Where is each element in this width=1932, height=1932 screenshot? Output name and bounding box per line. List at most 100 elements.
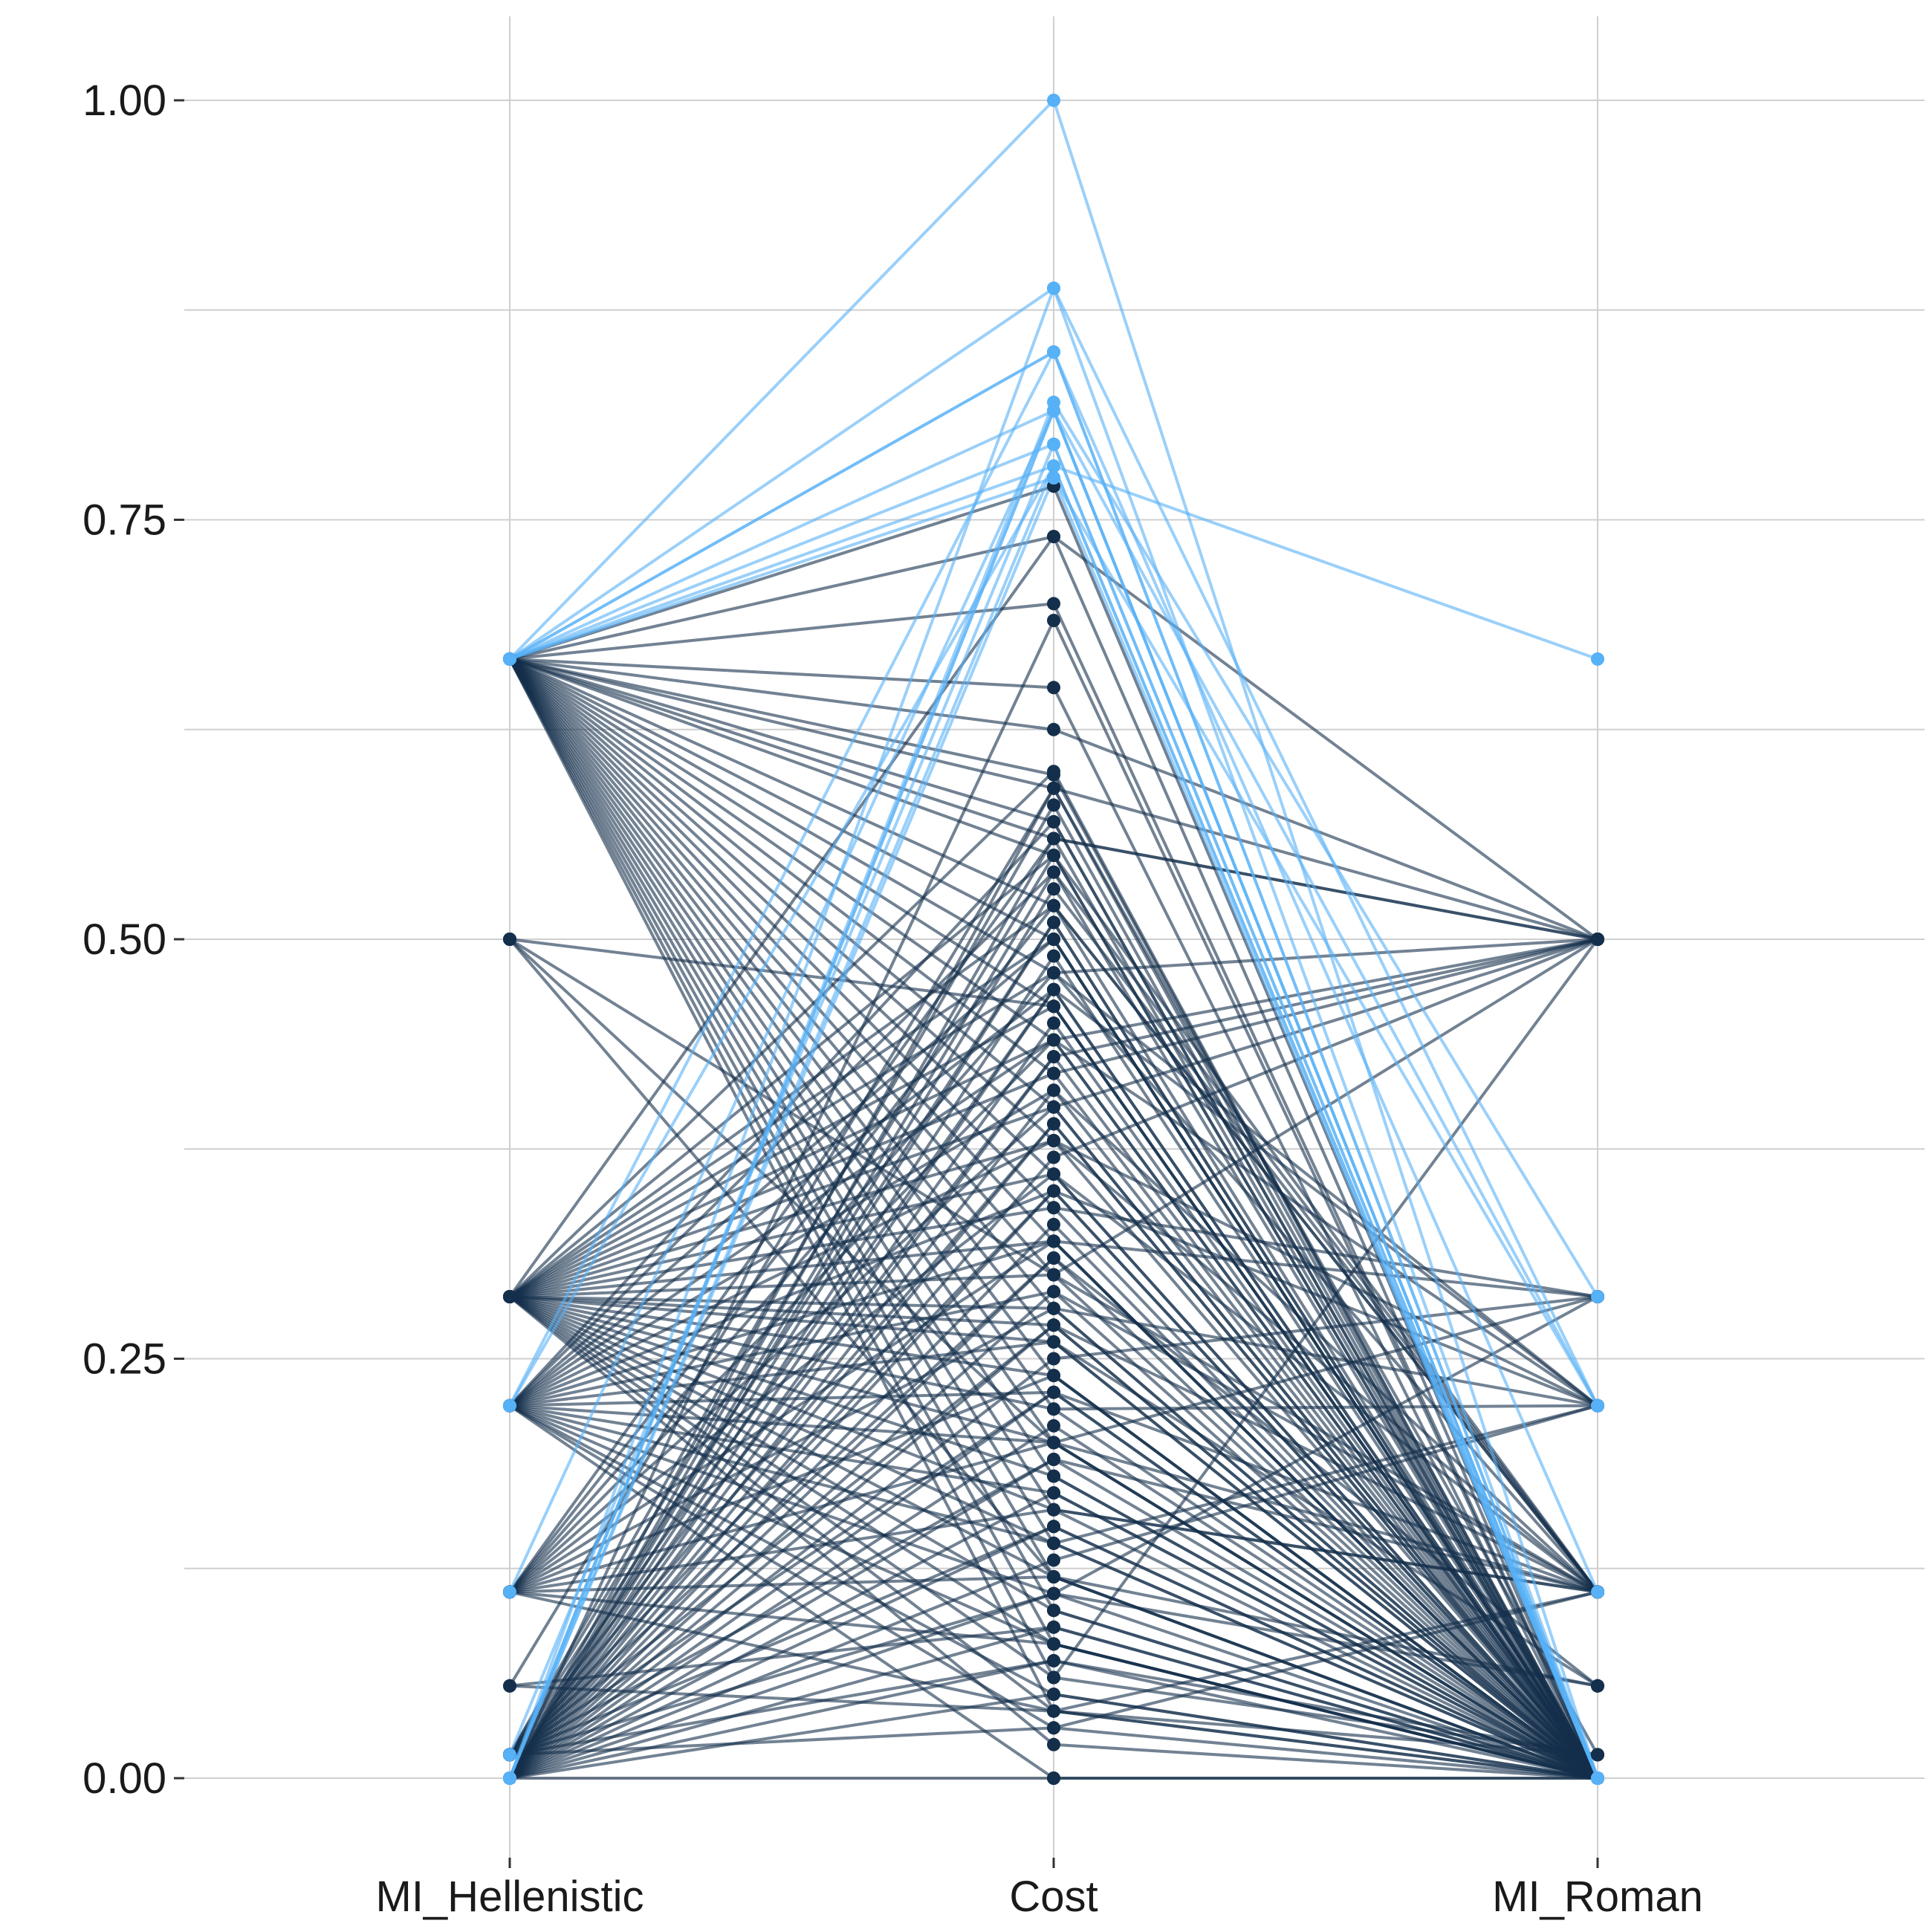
data-point	[1047, 915, 1060, 930]
x-category-label: MI_Roman	[1492, 1873, 1703, 1921]
data-point	[1047, 765, 1060, 779]
data-point	[1047, 949, 1060, 963]
points-layer	[503, 94, 1604, 1785]
data-point	[1047, 1536, 1060, 1550]
data-point	[1047, 94, 1060, 107]
data-point	[1047, 1436, 1060, 1450]
data-point	[1047, 882, 1060, 896]
data-point	[1591, 1290, 1604, 1303]
data-point	[1047, 933, 1060, 946]
data-point	[1591, 1398, 1604, 1413]
data-point	[1047, 1201, 1060, 1215]
data-point	[1047, 1117, 1060, 1131]
data-point	[1047, 1318, 1060, 1332]
data-point	[1047, 1721, 1060, 1735]
data-point	[1047, 1771, 1060, 1785]
data-point	[1047, 1570, 1060, 1583]
data-point	[1047, 1150, 1060, 1164]
data-point	[1047, 1419, 1060, 1433]
data-point	[1047, 849, 1060, 863]
data-point	[1047, 403, 1060, 418]
data-point	[1591, 1748, 1604, 1762]
data-point	[1047, 437, 1060, 451]
data-point	[503, 1585, 516, 1599]
data-point	[1047, 1167, 1060, 1181]
data-point	[1047, 1285, 1060, 1299]
data-point	[1047, 798, 1060, 812]
data-point	[503, 933, 516, 946]
data-point	[503, 1398, 516, 1413]
y-axis: 0.00 0.25 0.50 0.75 1.00	[82, 77, 184, 1803]
data-point	[1047, 898, 1060, 912]
y-tick-label: 0.25	[82, 1335, 166, 1384]
data-point	[1047, 1301, 1060, 1315]
data-point	[1047, 345, 1060, 359]
data-point	[1047, 1033, 1060, 1047]
data-point	[1047, 1184, 1060, 1198]
data-point	[1047, 722, 1060, 736]
data-point	[1047, 1486, 1060, 1500]
data-point	[1047, 1268, 1060, 1282]
x-category-label: Cost	[1009, 1873, 1098, 1921]
data-point	[1047, 1083, 1060, 1098]
data-point	[1047, 1335, 1060, 1349]
data-point	[1047, 614, 1060, 627]
data-point	[1591, 1585, 1604, 1599]
y-tick-label: 1.00	[82, 77, 166, 125]
data-point	[1047, 681, 1060, 695]
data-point	[1047, 1737, 1060, 1751]
data-point	[503, 1679, 516, 1693]
data-point	[1047, 1066, 1060, 1080]
data-point	[1047, 1604, 1060, 1618]
y-tick-label: 0.75	[82, 496, 166, 545]
data-point	[1591, 1771, 1604, 1785]
data-point	[503, 1771, 516, 1785]
data-point	[1047, 1016, 1060, 1030]
data-point	[1047, 1453, 1060, 1466]
data-point	[1047, 1637, 1060, 1651]
data-point	[1047, 1134, 1060, 1147]
x-axis: MI_Hellenistic Cost MI_Roman	[376, 1858, 1703, 1921]
data-point	[1047, 530, 1060, 544]
data-point	[1047, 1251, 1060, 1265]
data-point	[1047, 1503, 1060, 1517]
data-point	[1047, 1553, 1060, 1567]
data-point	[1047, 982, 1060, 996]
data-point	[1047, 1586, 1060, 1601]
data-point	[1047, 966, 1060, 980]
data-point	[1591, 652, 1604, 666]
data-point	[1047, 1704, 1060, 1718]
data-point	[1047, 1217, 1060, 1231]
data-point	[1047, 459, 1060, 473]
data-point	[1047, 1670, 1060, 1685]
data-point	[1047, 1620, 1060, 1634]
y-tick-label: 0.00	[82, 1754, 166, 1803]
data-point	[1047, 1234, 1060, 1248]
data-point	[1047, 1352, 1060, 1366]
data-point	[1047, 999, 1060, 1014]
data-point	[1047, 814, 1060, 829]
data-point	[1047, 781, 1060, 795]
data-point	[1047, 1520, 1060, 1534]
data-point	[1047, 1402, 1060, 1416]
data-point	[1047, 1385, 1060, 1399]
data-point	[1047, 1050, 1060, 1064]
data-point	[1047, 281, 1060, 295]
data-point	[1591, 933, 1604, 946]
data-point	[1047, 832, 1060, 846]
data-point	[503, 1748, 516, 1762]
data-point	[1047, 1653, 1060, 1667]
data-point	[503, 652, 516, 666]
data-point	[1047, 1469, 1060, 1483]
data-point	[1047, 471, 1060, 484]
data-point	[1047, 1369, 1060, 1383]
data-point	[1591, 1679, 1604, 1693]
data-point	[1047, 865, 1060, 879]
x-category-label: MI_Hellenistic	[376, 1873, 644, 1921]
data-point	[1047, 597, 1060, 611]
data-point	[503, 1290, 516, 1303]
data-point	[1047, 1100, 1060, 1114]
data-point	[1047, 1688, 1060, 1702]
